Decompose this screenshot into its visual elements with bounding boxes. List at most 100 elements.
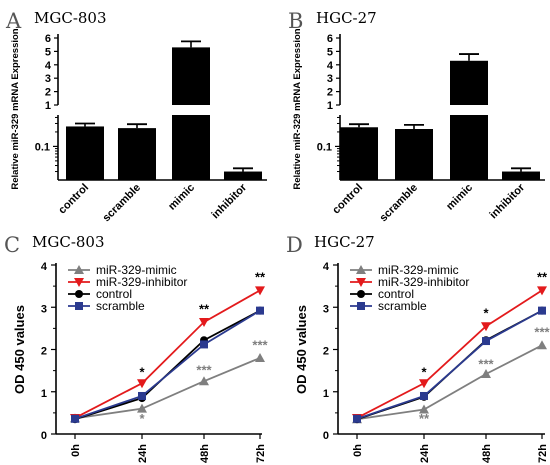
legend-label: scramble bbox=[378, 299, 427, 313]
data-point bbox=[419, 404, 429, 414]
data-point bbox=[138, 391, 146, 400]
data-point bbox=[357, 302, 365, 310]
y-tick-label: 3 bbox=[327, 73, 333, 85]
data-point bbox=[356, 265, 366, 274]
significance-mark: * bbox=[483, 306, 489, 321]
series-line bbox=[356, 344, 543, 421]
x-tick-label: mimic bbox=[444, 182, 475, 213]
y-tick-label: 2 bbox=[323, 346, 329, 358]
x-tick-label: mimic bbox=[166, 182, 197, 213]
panel-b: B HGC-27 12 34 56 0.1 Relative miR-329 mRNA Ex… bbox=[288, 9, 545, 224]
data-point bbox=[420, 391, 428, 400]
y-tick-label: 1 bbox=[45, 100, 51, 112]
significance-mark: *** bbox=[196, 363, 212, 378]
data-point bbox=[75, 290, 83, 298]
legend-label: miR-329-inhibitor bbox=[96, 275, 187, 289]
significance-mark: * bbox=[139, 365, 145, 380]
legend-label: miR-329-mimic bbox=[96, 263, 177, 277]
y-axis-label: Relative miR-329 mRNA Expression bbox=[10, 28, 21, 189]
data-point bbox=[255, 286, 265, 296]
y-tick-label: 3 bbox=[323, 303, 329, 315]
x-tick-label: 72h bbox=[255, 444, 267, 463]
significance-mark: *** bbox=[534, 325, 550, 340]
y-tick-label: 2 bbox=[327, 87, 333, 99]
x-tick-label: scramble bbox=[377, 182, 420, 225]
y-tick-label: 1 bbox=[41, 388, 47, 400]
y-axis-label: Relative miR-329 mRNA Expression bbox=[292, 28, 303, 189]
y-tick-label: 6 bbox=[45, 33, 51, 45]
bar bbox=[66, 126, 104, 180]
y-tick-label: 2 bbox=[45, 87, 51, 99]
significance-mark: ** bbox=[255, 270, 266, 285]
x-tick-label: control bbox=[56, 182, 91, 217]
data-point bbox=[74, 265, 84, 274]
bar bbox=[224, 171, 262, 180]
bar bbox=[340, 127, 378, 180]
bar bbox=[395, 129, 433, 180]
bar bbox=[172, 47, 210, 105]
legend-label: control bbox=[378, 287, 414, 301]
data-point bbox=[256, 306, 264, 315]
data-point bbox=[255, 352, 265, 362]
data-point bbox=[538, 306, 546, 315]
y-tick-label: 1 bbox=[323, 388, 329, 400]
x-tick-label: 48h bbox=[481, 444, 493, 463]
significance-mark: ** bbox=[419, 411, 430, 426]
y-tick-label: 0.1 bbox=[35, 141, 50, 153]
x-tick-label: 24h bbox=[419, 444, 431, 463]
x-tick-label: 72h bbox=[537, 444, 549, 463]
y-tick-label: 5 bbox=[45, 46, 51, 58]
panel-a: A MGC-803 12 34 56 0.1 Relative miR-329 mRNA E… bbox=[5, 9, 267, 224]
data-point bbox=[357, 290, 365, 298]
series-line bbox=[356, 289, 543, 419]
x-tick-label: 24h bbox=[137, 444, 149, 463]
x-tick-label: control bbox=[330, 182, 365, 217]
y-tick-label: 0 bbox=[41, 430, 47, 442]
data-point bbox=[74, 278, 84, 287]
x-tick-label: inhibitor bbox=[488, 181, 528, 221]
data-point bbox=[481, 369, 491, 379]
series-line bbox=[74, 309, 261, 420]
series-line bbox=[74, 289, 261, 419]
y-tick-label: 3 bbox=[45, 73, 51, 85]
y-axis-label: OD 450 values bbox=[12, 305, 27, 394]
data-point bbox=[199, 376, 209, 386]
legend-label: control bbox=[96, 287, 132, 301]
panel-title: MGC-803 bbox=[32, 233, 105, 251]
y-axis-label: OD 450 values bbox=[294, 305, 309, 394]
y-tick-label: 0 bbox=[323, 430, 329, 442]
bar bbox=[450, 60, 488, 105]
panel-letter: A bbox=[5, 9, 22, 33]
x-tick-label: scramble bbox=[100, 182, 143, 225]
bar bbox=[118, 128, 156, 180]
panel-title: MGC-803 bbox=[34, 9, 107, 27]
legend-label: scramble bbox=[96, 299, 145, 313]
panel-title: HGC-27 bbox=[316, 9, 377, 27]
data-point bbox=[200, 340, 208, 349]
data-point bbox=[71, 414, 79, 423]
panel-title: HGC-27 bbox=[314, 233, 375, 251]
significance-mark: * bbox=[421, 365, 427, 380]
data-point bbox=[537, 340, 547, 350]
significance-mark: *** bbox=[478, 356, 494, 371]
x-tick-label: 0h bbox=[70, 444, 82, 457]
significance-mark: *** bbox=[252, 337, 268, 352]
panel-letter: D bbox=[286, 233, 303, 257]
data-point bbox=[137, 379, 147, 389]
data-point bbox=[353, 414, 361, 423]
significance-mark: ** bbox=[537, 270, 548, 285]
y-tick-label: 1 bbox=[327, 100, 333, 112]
y-tick-label: 4 bbox=[41, 261, 48, 273]
y-tick-label: 6 bbox=[327, 33, 333, 45]
x-tick-label: 0h bbox=[352, 444, 364, 457]
series-line bbox=[356, 309, 543, 420]
legend-label: miR-329-inhibitor bbox=[378, 275, 469, 289]
bar bbox=[502, 171, 540, 180]
y-tick-label: 2 bbox=[41, 346, 47, 358]
data-point bbox=[537, 286, 547, 296]
panel-c: C MGC-803 0 1 2 3 4 OD 450 values 0h 24h 48h 72h miR… bbox=[4, 233, 269, 463]
y-tick-label: 4 bbox=[327, 60, 334, 72]
data-point bbox=[356, 278, 366, 287]
bar bbox=[172, 115, 210, 180]
